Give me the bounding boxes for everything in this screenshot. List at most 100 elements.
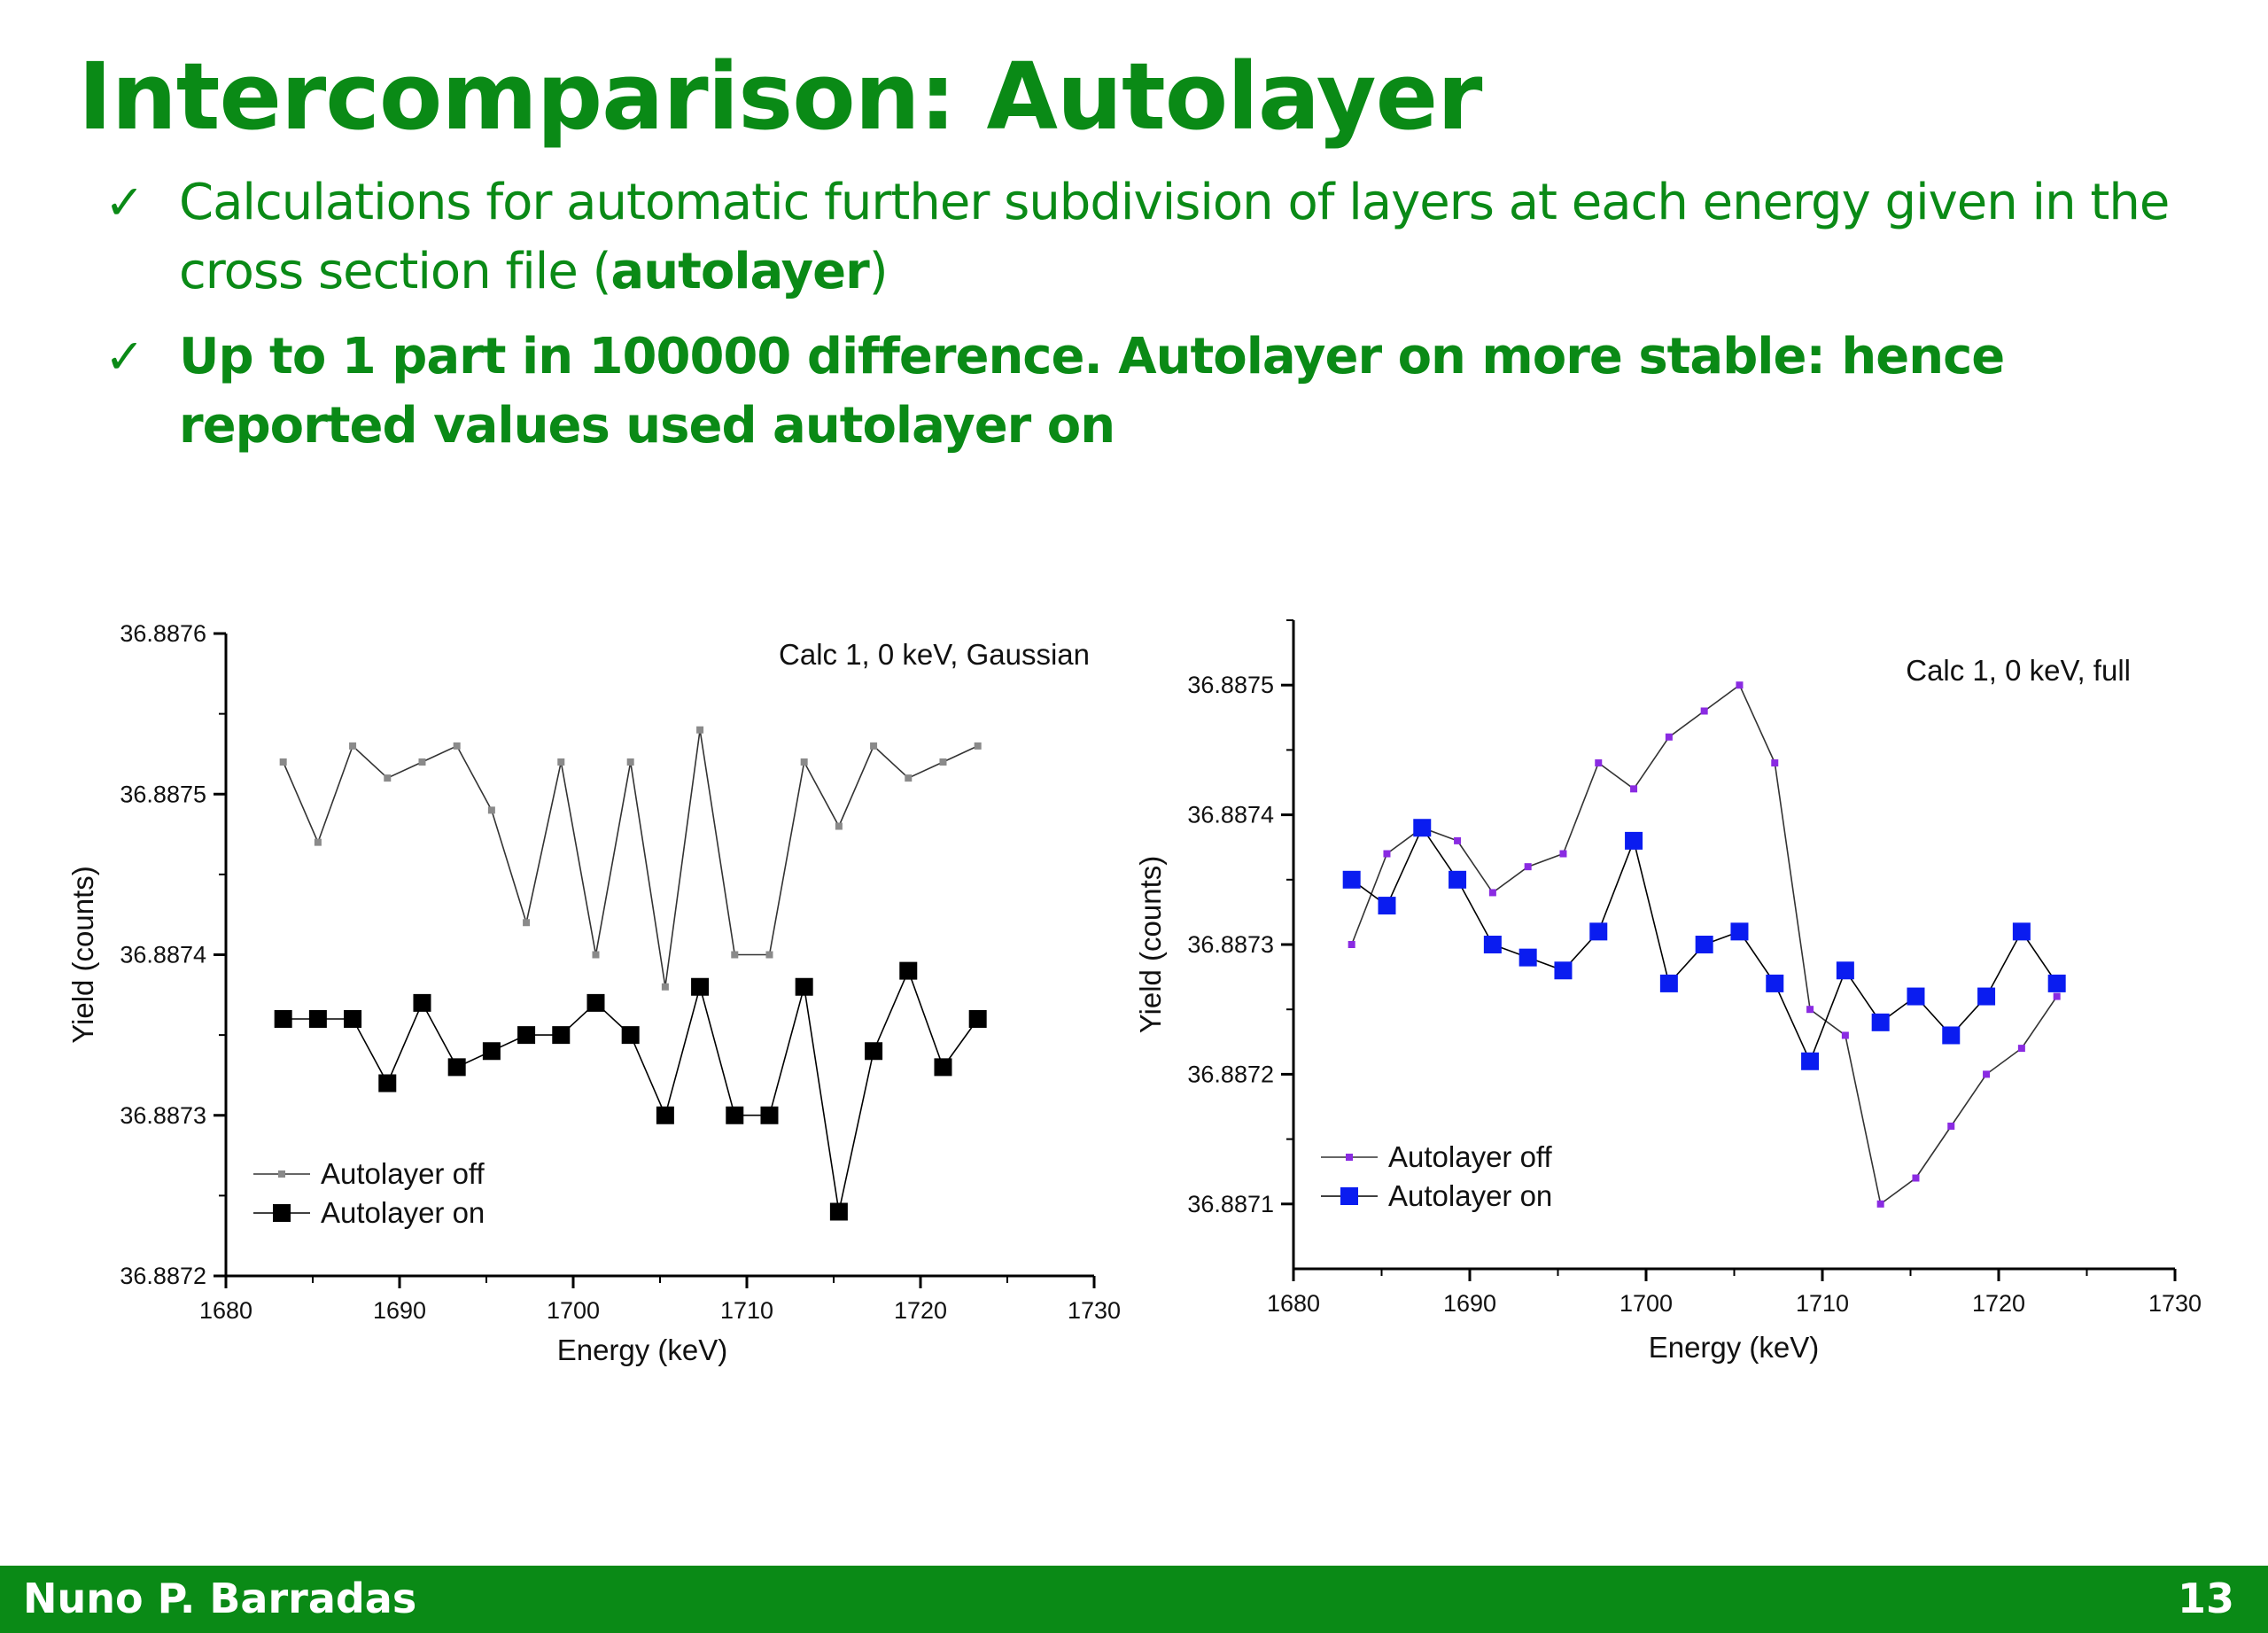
data-point [1947,1122,1955,1130]
chart-full: 1680 1690 1700 1710 1720 1730 36.8871 36.8872 36… [1121,603,2210,1400]
data-point [1413,819,1432,837]
data-point [934,1058,952,1077]
data-point [829,1202,848,1221]
footer-author: Nuno P. Barradas [23,1575,417,1622]
data-point [1977,987,1996,1006]
data-point [344,1010,362,1028]
y-tick-label: 36.8872 [1187,1061,1274,1087]
x-tick-label: 1700 [1619,1290,1673,1317]
data-point [1589,922,1608,941]
data-point [731,951,739,959]
y-tick-label: 36.8873 [120,1102,206,1129]
x-axis-label: Energy (keV) [557,1334,728,1366]
data-point [1625,831,1643,850]
check-icon: ✓ [105,175,144,230]
bullet-item-1: ✓ Calculations for automatic further sub… [105,168,2195,307]
x-tick-label: 1680 [1267,1290,1320,1317]
data-point [1595,759,1603,767]
data-point [308,1010,327,1028]
page-number: 13 [2177,1575,2234,1622]
bullet-text-1-end: ) [868,243,889,300]
data-point [1730,922,1749,941]
data-point [413,993,431,1012]
data-point [384,774,392,782]
data-point [1841,1031,1849,1039]
chart-title: Calc 1, 0 keV, Gaussian [779,638,1090,671]
data-point [865,1042,883,1061]
data-point [1559,850,1567,858]
x-tick-label: 1730 [1068,1297,1121,1324]
y-tick-label: 36.8876 [120,620,206,647]
data-point [2017,1045,2025,1053]
check-icon: ✓ [105,329,144,385]
chart-gaussian-svg: 1680 1690 1700 1710 1720 1730 36.8872 36.8873 36… [66,620,1121,1366]
data-point [1806,1006,1814,1014]
data-point [378,1074,397,1093]
data-point [1449,870,1467,889]
data-point [1488,889,1496,897]
bullet-list: ✓ Calculations for automatic further sub… [105,168,2195,477]
data-point [523,919,531,927]
legend-label: Autolayer on [321,1196,485,1229]
data-point [447,1058,466,1077]
data-point [349,742,357,750]
legend-marker [273,1204,291,1222]
legend-marker [1346,1154,1353,1161]
footer-bar: Nuno P. Barradas 13 [0,1566,2268,1633]
data-point [552,1026,571,1045]
data-point [800,758,808,766]
data-point [314,838,322,846]
x-axis-label: Energy (keV) [1649,1331,1820,1364]
y-axis-label: Yield (counts) [1134,856,1167,1034]
data-point [1383,850,1391,858]
bullet-bold-keyword: autolayer [610,243,869,300]
data-point [726,1106,744,1124]
chart-full-svg: 1680 1690 1700 1710 1720 1730 36.8871 36.8872 36… [1134,619,2202,1364]
data-point [691,977,710,996]
data-point [1771,759,1779,767]
data-point [656,1106,674,1124]
bullet-item-2: ✓ Up to 1 part in 100000 difference. Aut… [105,323,2195,461]
data-point [899,961,918,980]
x-tick-label: 1720 [894,1297,947,1324]
data-point [795,977,813,996]
data-point [1942,1026,1961,1045]
data-point [661,983,669,991]
data-point [1907,987,1925,1006]
data-point [2047,974,2066,992]
x-tick-label: 1690 [1443,1290,1496,1317]
slide-title: Intercomparison: Autolayer [78,43,1482,151]
data-point [517,1026,536,1045]
data-point [1554,961,1573,980]
legend-marker [278,1170,285,1178]
data-point [1665,733,1673,741]
data-point [487,806,495,814]
data-point [1524,863,1532,871]
x-tick-label: 1730 [2148,1290,2202,1317]
data-point [1912,1174,1920,1182]
data-point [765,951,773,959]
x-tick-label: 1700 [547,1297,600,1324]
data-point [905,774,913,782]
data-point [1871,1013,1890,1031]
y-axis-label: Yield (counts) [66,866,99,1044]
data-point [274,1010,292,1028]
data-point [1630,785,1638,793]
data-point [279,758,287,766]
y-tick-label: 36.8875 [120,781,206,807]
data-point [968,1010,987,1028]
data-point [1454,836,1462,844]
data-point [1342,870,1361,889]
data-point [557,758,565,766]
bullet-text-1: Calculations for automatic further subdi… [179,174,2170,300]
legend-label: Autolayer off [321,1157,485,1190]
data-point [453,742,461,750]
data-point [974,742,982,750]
data-point [1766,974,1784,992]
chart-title: Calc 1, 0 keV, full [1906,654,2131,687]
data-point [1659,974,1678,992]
y-tick-label: 36.8871 [1187,1191,1274,1217]
x-tick-label: 1710 [1796,1290,1849,1317]
data-point [1695,936,1713,953]
data-point [870,742,878,750]
